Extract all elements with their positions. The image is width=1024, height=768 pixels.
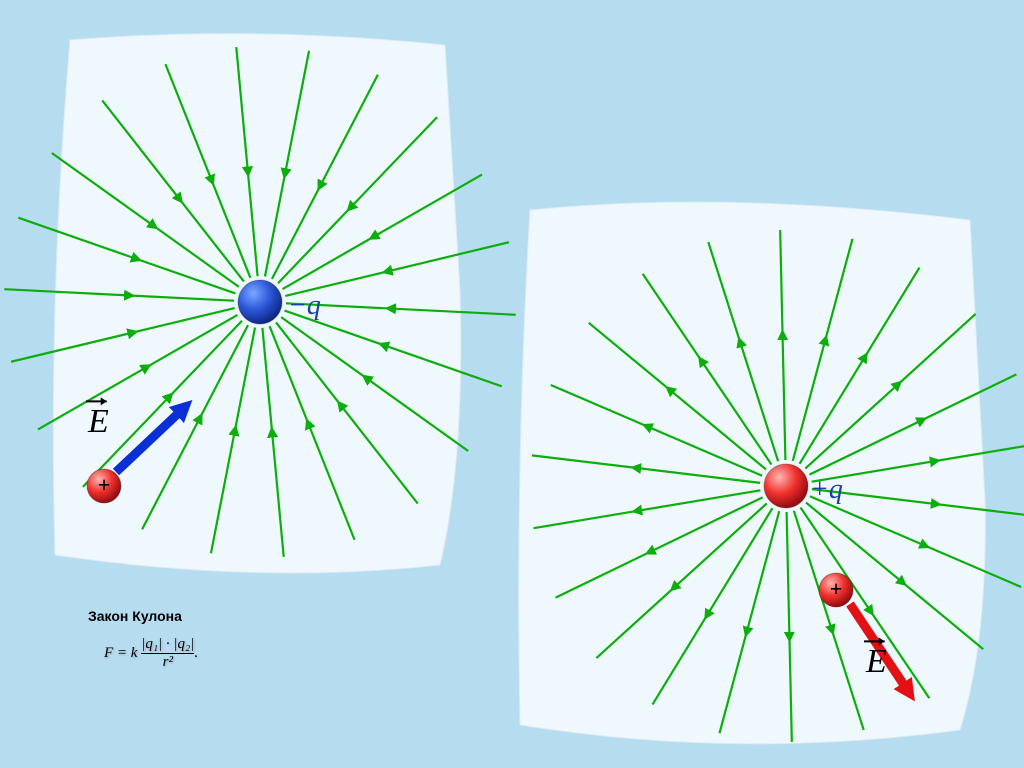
formula-k: k [131,645,138,661]
test-charge-left-plus: + [98,472,111,497]
formula-eq: = [113,645,131,661]
panel-right [519,202,986,744]
label-pos-q: +q [810,474,843,505]
formula-top: |q₁| · |q₂| [141,636,194,654]
label-neg-q: −q [288,290,321,321]
charge-positive [764,464,808,508]
test-charge-right-E: E [864,637,887,680]
formula-bot: r² [141,654,194,671]
svg-text:E: E [87,403,109,440]
charge-negative [238,280,282,324]
test-charge-left-E: E [86,397,109,440]
coulomb-title: Закон Кулона [88,608,182,624]
test-charge-right-plus: + [830,576,843,601]
formula-fraction: |q₁| · |q₂|r² [141,636,194,671]
formula-F: F [104,645,113,661]
coulomb-formula: F = k |q₁| · |q₂|r². [104,636,198,671]
formula-period: . [194,645,198,661]
svg-text:E: E [865,643,887,680]
